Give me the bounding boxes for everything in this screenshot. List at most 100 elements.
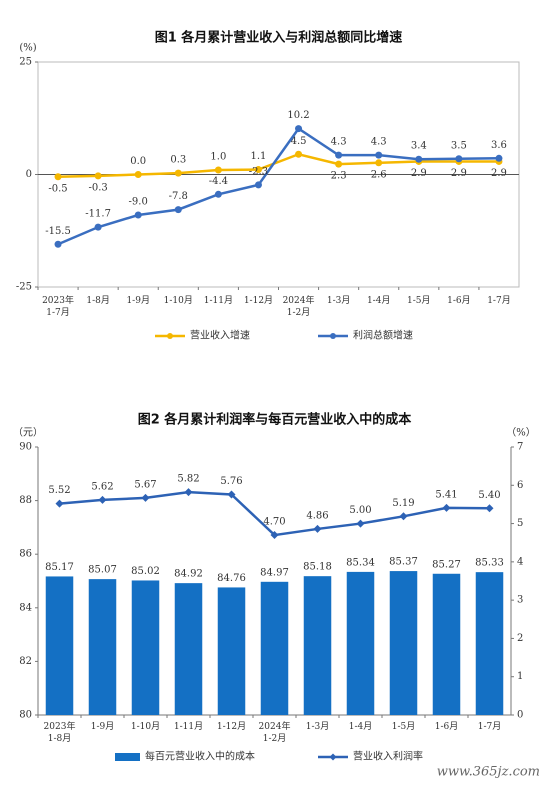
bar-value-label: 85.33	[475, 558, 504, 569]
y-unit: （元）	[13, 427, 43, 439]
marker	[485, 504, 494, 513]
marker	[174, 169, 182, 177]
line	[57, 126, 499, 246]
value-label: -11.7	[85, 209, 111, 220]
bar	[346, 571, 375, 715]
marker	[227, 490, 236, 499]
bar-value-label: 84.97	[260, 567, 289, 578]
x-tick-label: 1-6月	[434, 722, 459, 732]
bar-value-label: 85.07	[88, 565, 117, 576]
marker	[214, 166, 222, 174]
bar-value-label: 85.17	[45, 562, 74, 573]
x-tick-label: 1-10月	[163, 296, 193, 306]
x-tick-label: 1-8月	[86, 296, 110, 306]
x-tick-label: 1-9月	[126, 296, 150, 306]
marker	[442, 503, 451, 512]
y2-tick-label: 5	[517, 518, 523, 529]
x-tick-label: 1-4月	[348, 722, 373, 732]
marker	[375, 159, 383, 167]
value-label: -0.3	[88, 182, 107, 193]
legend-label: 营业收入利润率	[353, 750, 423, 763]
y-unit: (%)	[19, 43, 36, 54]
value-label: 10.2	[287, 110, 309, 121]
value-label: 2.6	[371, 169, 387, 180]
marker	[54, 173, 62, 181]
x-tick-label: 1-9月	[90, 722, 115, 732]
bar-value-label: 85.18	[303, 562, 332, 573]
bar-value-label: 85.34	[346, 557, 375, 568]
x-tick-label: 1-7月	[487, 296, 511, 306]
y-tick-label: 86	[19, 549, 32, 560]
x-tick-label: 1-3月	[305, 722, 330, 732]
marker	[94, 223, 102, 231]
y-tick-label: 88	[19, 495, 32, 506]
value-label: 5.67	[134, 479, 156, 490]
value-label: 3.4	[411, 141, 427, 152]
marker	[141, 493, 150, 502]
value-label: -15.5	[45, 226, 71, 237]
marker	[254, 166, 262, 174]
watermark: www.365jz.com	[437, 765, 540, 780]
bar	[303, 576, 332, 715]
marker	[98, 495, 107, 504]
marker	[399, 512, 408, 521]
y-tick-label: 25	[19, 57, 32, 68]
value-label: 5.40	[478, 490, 500, 501]
value-label: 5.19	[392, 498, 414, 509]
bar	[217, 587, 246, 715]
x-tick-label: 1-5月	[391, 722, 416, 732]
x-tick-label: 1-10月	[130, 722, 161, 732]
marker	[415, 155, 423, 163]
value-label: 2.9	[491, 168, 507, 179]
value-label: 4.5	[291, 136, 307, 147]
bar-value-label: 84.92	[174, 569, 203, 580]
value-label: 4.3	[331, 137, 347, 148]
bar-value-label: 85.27	[432, 559, 461, 570]
x-tick-label: 1-12月	[216, 722, 247, 732]
marker	[335, 160, 343, 168]
value-label: 0.0	[130, 156, 146, 167]
value-label: 2.3	[331, 171, 347, 182]
line	[59, 490, 490, 537]
value-label: 0.3	[170, 155, 186, 166]
bar	[45, 576, 74, 715]
value-label: 5.62	[91, 481, 113, 492]
x-tick-label: 2023年 1-7月	[42, 296, 74, 318]
value-label: -0.5	[48, 183, 67, 194]
x-tick-label: 2024年 1-2月	[282, 296, 315, 318]
bar	[131, 580, 160, 715]
marker	[375, 151, 383, 159]
value-label: -4.4	[209, 176, 228, 187]
value-label: 3.5	[451, 140, 467, 151]
value-label: 4.3	[371, 137, 387, 148]
marker	[214, 190, 222, 198]
marker	[455, 155, 463, 163]
value-label: 3.6	[491, 140, 507, 151]
marker	[270, 531, 279, 540]
y-tick-label: 82	[19, 656, 32, 667]
marker	[295, 150, 303, 158]
bar-value-label: 85.02	[131, 566, 160, 577]
y-tick-label: 80	[19, 710, 32, 721]
y2-tick-label: 0	[517, 710, 523, 721]
x-tick-label: 2023年 1-8月	[43, 722, 76, 744]
x-tick-label: 1-6月	[447, 296, 471, 306]
x-tick-label: 1-12月	[243, 296, 274, 306]
line	[58, 152, 499, 178]
x-tick-label: 1-3月	[326, 296, 351, 306]
value-label: 2.9	[451, 168, 467, 179]
y2-tick-label: 2	[517, 633, 523, 644]
legend-label: 营业收入增速	[190, 329, 250, 342]
marker	[174, 206, 182, 214]
bar	[389, 571, 418, 715]
value-label: 5.41	[435, 489, 457, 500]
value-label: 4.86	[306, 510, 328, 521]
value-label: 1.1	[251, 151, 267, 162]
value-label: -2.3	[249, 166, 268, 177]
x-tick-label: 1-5月	[407, 296, 431, 306]
y2-tick-label: 3	[517, 595, 523, 606]
y-tick-label: 90	[19, 442, 32, 453]
x-tick-label: 1-4月	[366, 296, 391, 306]
y2-tick-label: 1	[517, 671, 523, 682]
